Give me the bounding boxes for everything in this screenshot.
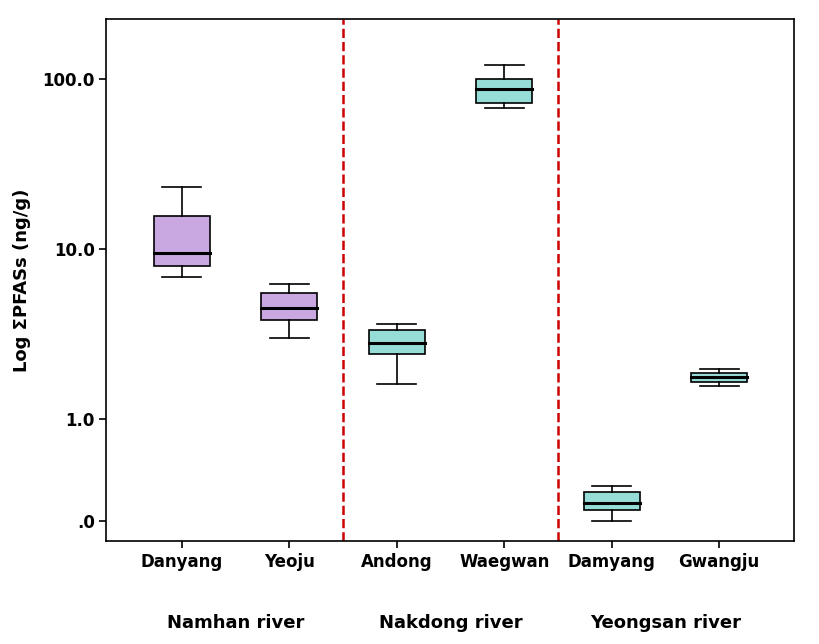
Bar (154, 216, 210, 266)
Bar (584, 492, 640, 511)
Bar (477, 79, 532, 103)
Text: Nakdong river: Nakdong river (378, 614, 523, 632)
Bar (369, 330, 424, 354)
Text: Yeongsan river: Yeongsan river (590, 614, 741, 632)
Bar (261, 293, 317, 320)
Bar (691, 374, 747, 382)
Y-axis label: Log ΣPFASs (ng/g): Log ΣPFASs (ng/g) (13, 189, 31, 372)
Text: Namhan river: Namhan river (167, 614, 304, 632)
